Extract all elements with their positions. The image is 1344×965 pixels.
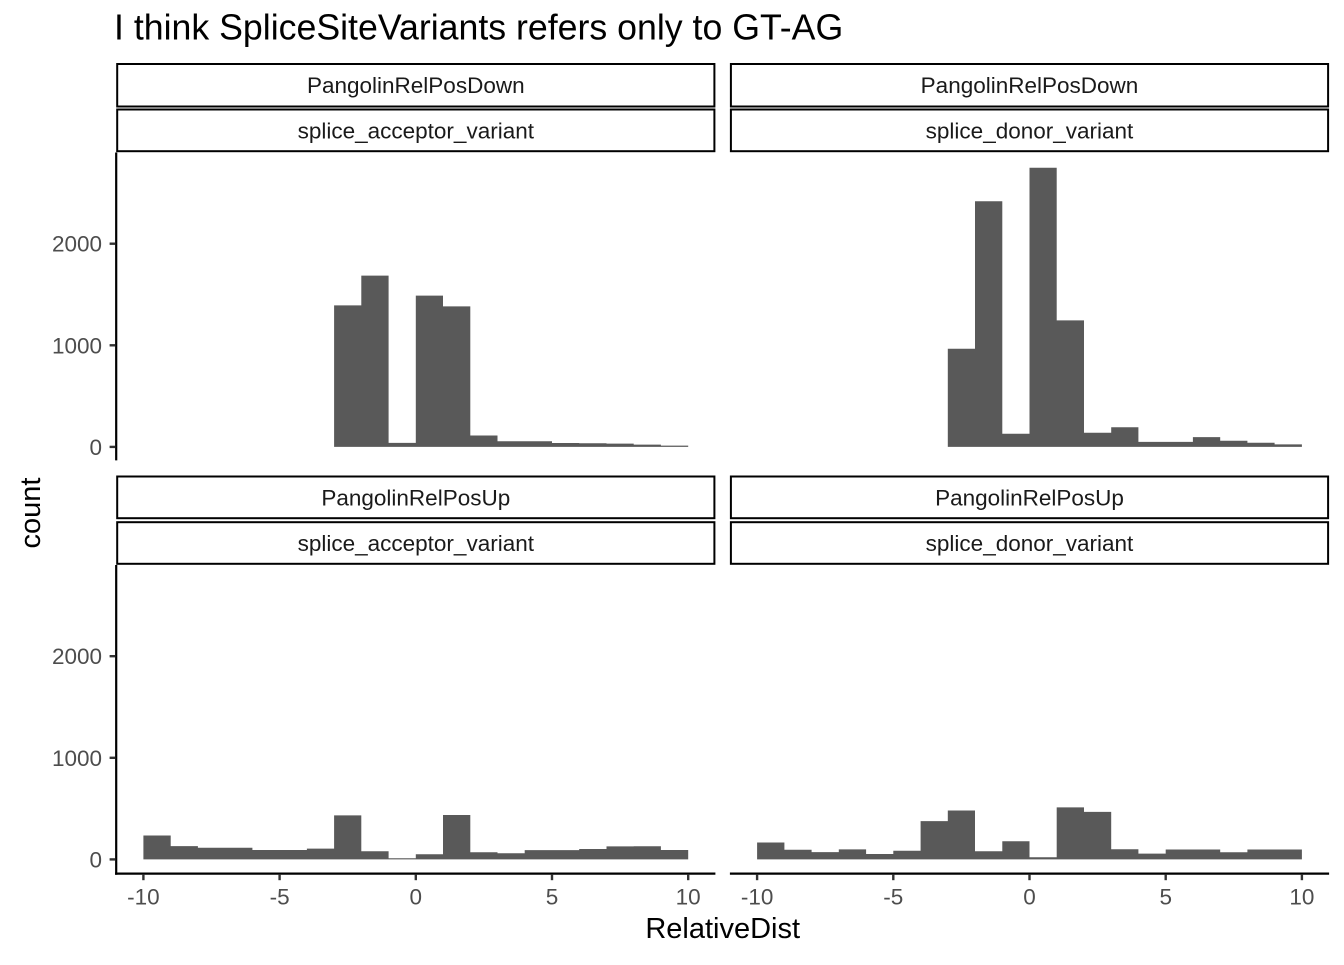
svg-text:PangolinRelPosDown: PangolinRelPosDown <box>921 73 1139 98</box>
svg-text:splice_acceptor_variant: splice_acceptor_variant <box>298 531 535 556</box>
svg-text:PangolinRelPosUp: PangolinRelPosUp <box>321 485 510 510</box>
svg-text:0: 0 <box>89 847 102 872</box>
svg-text:2000: 2000 <box>52 644 102 669</box>
svg-text:5: 5 <box>1159 885 1172 910</box>
svg-text:splice_donor_variant: splice_donor_variant <box>926 531 1134 556</box>
svg-text:count: count <box>15 478 47 549</box>
svg-text:PangolinRelPosDown: PangolinRelPosDown <box>307 73 525 98</box>
svg-text:splice_donor_variant: splice_donor_variant <box>926 118 1134 143</box>
svg-text:-10: -10 <box>741 885 774 910</box>
svg-text:-5: -5 <box>270 885 290 910</box>
svg-text:1000: 1000 <box>52 333 102 358</box>
svg-text:I think SpliceSiteVariants ref: I think SpliceSiteVariants refers only t… <box>114 8 843 48</box>
svg-text:-5: -5 <box>883 885 903 910</box>
svg-text:splice_acceptor_variant: splice_acceptor_variant <box>298 118 535 143</box>
svg-text:10: 10 <box>676 885 701 910</box>
svg-text:-10: -10 <box>127 885 160 910</box>
svg-text:RelativeDist: RelativeDist <box>645 913 800 945</box>
svg-text:5: 5 <box>546 885 559 910</box>
svg-text:1000: 1000 <box>52 746 102 771</box>
svg-text:0: 0 <box>410 885 423 910</box>
svg-text:0: 0 <box>89 435 102 460</box>
svg-text:0: 0 <box>1023 885 1036 910</box>
svg-text:2000: 2000 <box>52 232 102 257</box>
svg-text:10: 10 <box>1289 885 1314 910</box>
svg-text:PangolinRelPosUp: PangolinRelPosUp <box>935 485 1124 510</box>
